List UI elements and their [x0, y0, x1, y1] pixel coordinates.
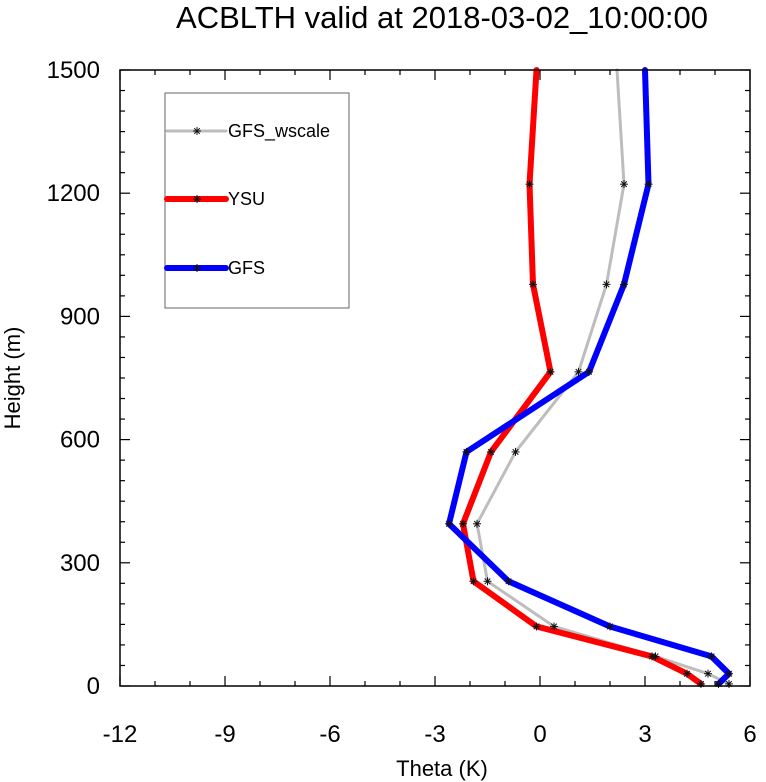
data-point [511, 447, 520, 456]
data-point [525, 180, 534, 189]
data-point [193, 195, 201, 203]
x-axis-label: Theta (K) [396, 756, 488, 781]
data-point [707, 652, 716, 661]
y-axis-label: Height (m) [0, 327, 25, 430]
plot-frame [119, 69, 751, 687]
x-tick-label: 0 [533, 721, 546, 748]
y-tick-label: 300 [60, 550, 100, 577]
data-point [644, 180, 653, 189]
data-point [529, 280, 537, 289]
data-point [574, 367, 583, 376]
data-point [193, 127, 201, 135]
x-tick-label: -6 [319, 721, 340, 748]
legend-label: YSU [228, 189, 265, 209]
y-tick-label: 0 [87, 673, 100, 700]
data-point [550, 622, 558, 631]
data-point [620, 280, 628, 289]
y-tick-label: 900 [60, 303, 100, 330]
data-point [459, 519, 467, 528]
data-point [620, 180, 628, 189]
legend-label: GFS_wscale [228, 121, 330, 142]
data-point [602, 280, 611, 289]
data-point [462, 447, 471, 456]
data-point [606, 622, 614, 631]
axis-ticks: -12 -9 -6 -3 0 3 6 0 300 600 900 1200 1500 [47, 57, 757, 748]
data-point [487, 447, 495, 456]
legend: GFS_wscale YSU GFS [164, 92, 350, 309]
series-line-gfs-wscale [475, 68, 731, 686]
x-tick-label: -9 [214, 721, 235, 748]
y-tick-label: 600 [60, 427, 100, 454]
chart-title: ACBLTH valid at 2018-03-02_10:00:00 [176, 0, 708, 35]
data-point [532, 622, 541, 631]
x-tick-label: 6 [743, 721, 756, 748]
data-point [704, 669, 712, 678]
data-point [648, 652, 656, 661]
y-tick-label: 1500 [47, 57, 100, 84]
legend-label: GFS [228, 258, 265, 278]
x-tick-label: -3 [424, 721, 445, 748]
x-tick-label: -12 [103, 721, 138, 748]
data-point [445, 519, 453, 528]
x-tick-label: 3 [638, 721, 651, 748]
y-tick-label: 1200 [47, 180, 100, 207]
data-point [725, 669, 733, 678]
data-point [483, 577, 492, 586]
data-point [683, 669, 691, 678]
data-point [546, 367, 555, 376]
data-point [504, 577, 513, 586]
data-point [473, 519, 481, 528]
data-point [469, 577, 478, 586]
data-point [585, 367, 593, 376]
data-point [193, 264, 201, 272]
series-layer [445, 67, 733, 688]
